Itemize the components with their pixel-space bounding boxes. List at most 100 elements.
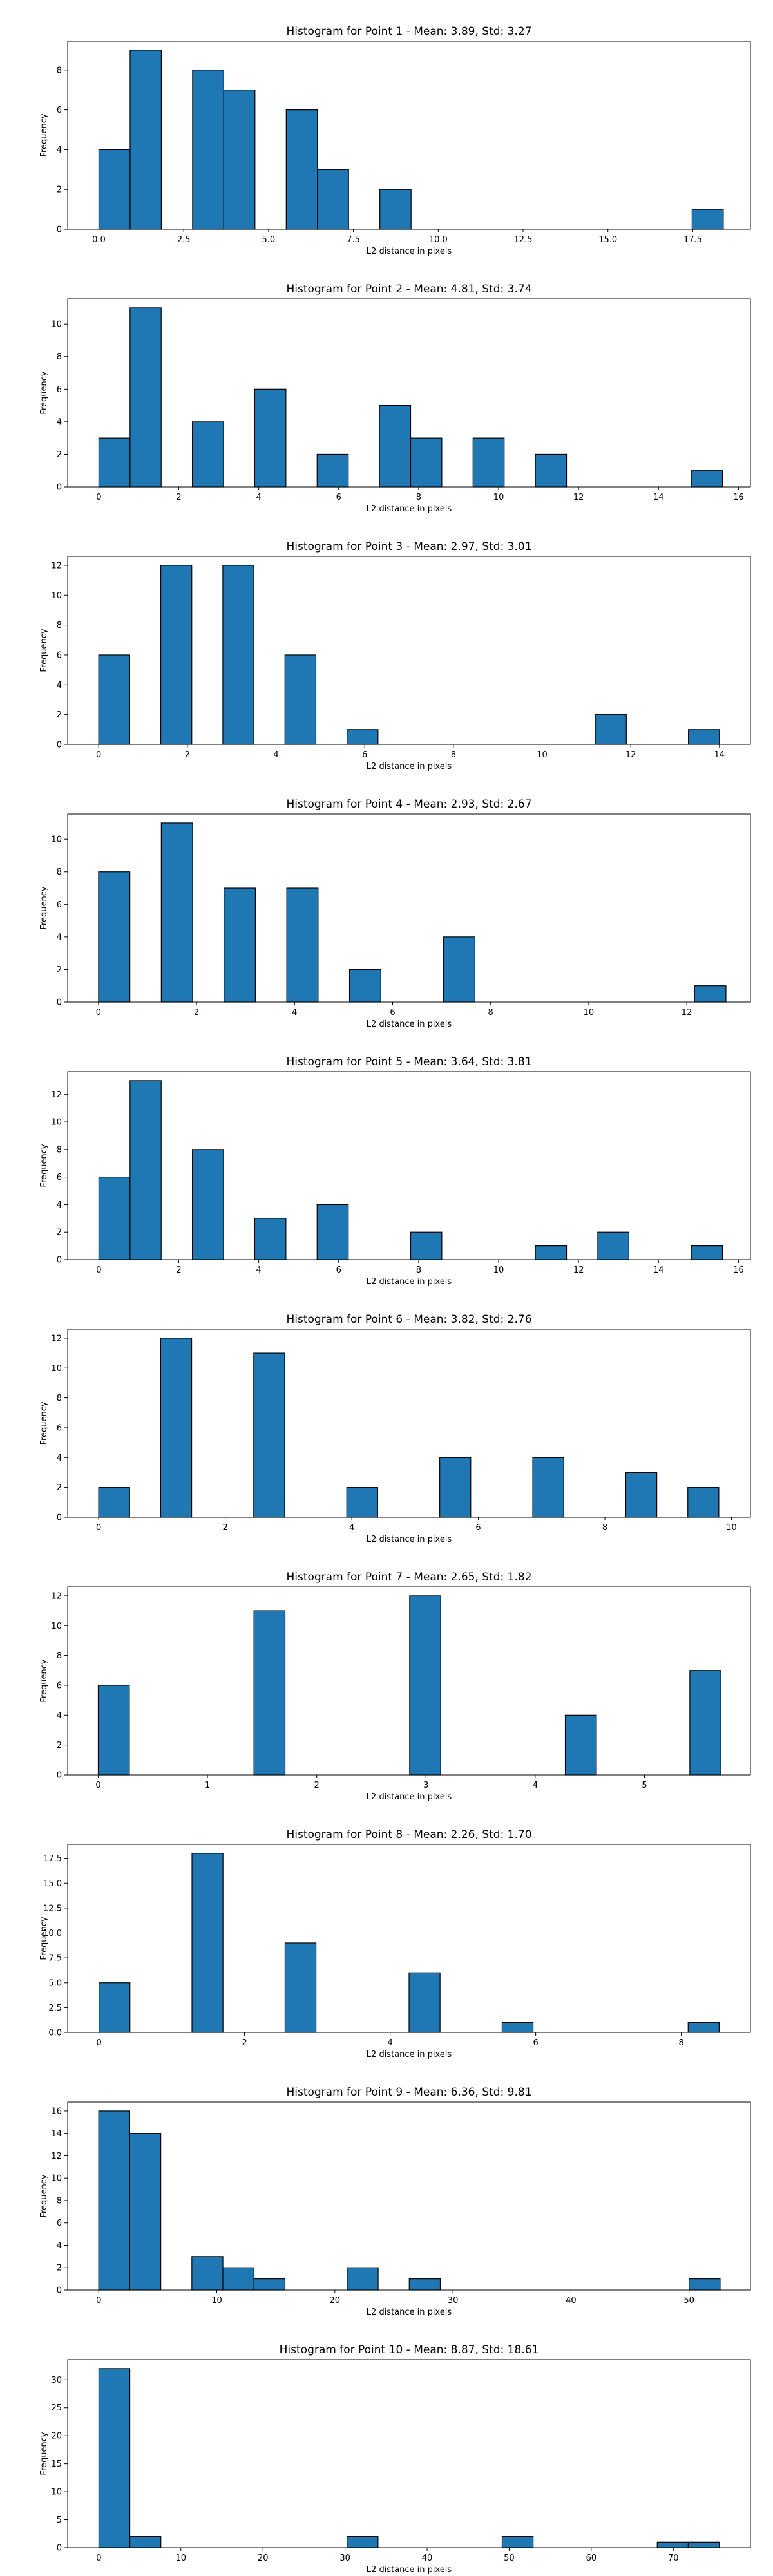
x-tick-label: 8	[416, 493, 421, 502]
x-tick-label: 0	[96, 2296, 101, 2306]
y-tick-label: 4	[57, 146, 62, 155]
x-axis-label: L2 distance in pixels	[367, 1277, 452, 1287]
y-tick-label: 10	[51, 1364, 62, 1374]
y-tick-label: 20	[51, 2432, 62, 2441]
y-tick-label: 10	[51, 1118, 62, 1128]
y-tick-label: 8	[57, 867, 62, 877]
x-tick-label: 2	[176, 493, 181, 502]
histogram-bar	[98, 871, 131, 1003]
histogram-panel-5: Histogram for Point 5 - Mean: 3.64, Std:…	[39, 1056, 751, 1287]
x-tick-label: 2	[176, 1265, 181, 1275]
histogram-bar	[222, 565, 254, 745]
x-tick-label: 6	[475, 1523, 481, 1533]
histogram-bar	[688, 729, 720, 745]
x-tick-label: 4	[256, 1265, 262, 1275]
histogram-bar	[408, 2278, 441, 2291]
x-tick-label: 6	[336, 493, 341, 502]
histogram-bar	[97, 1685, 130, 1776]
axes-frame	[67, 1586, 751, 1776]
histogram-bar	[160, 822, 193, 1003]
y-tick-label: 10	[51, 2488, 62, 2497]
x-tick-label: 5.0	[262, 235, 276, 245]
x-tick-label: 70	[668, 2553, 679, 2563]
x-tick-label: 2	[194, 1008, 199, 1018]
chart-title: Histogram for Point 9 - Mean: 6.36, Std:…	[286, 2086, 531, 2099]
x-tick-label: 10	[176, 2553, 187, 2563]
x-tick-label: 20	[258, 2553, 269, 2563]
y-tick-label: 10	[51, 1622, 62, 1631]
y-tick-label: 0	[57, 2544, 62, 2553]
x-tick-label: 2	[222, 1523, 227, 1533]
y-axis-label: Frequency	[39, 886, 49, 929]
y-tick-label: 6	[57, 650, 62, 660]
y-tick-label: 12	[51, 2152, 62, 2161]
axes-frame	[67, 2359, 751, 2548]
x-tick-label: 2.5	[177, 235, 191, 245]
chart-title: Histogram for Point 8 - Mean: 2.26, Std:…	[286, 1828, 531, 1841]
y-tick-label: 2	[57, 185, 62, 195]
x-axis-label: L2 distance in pixels	[367, 2050, 452, 2060]
histogram-bar	[253, 1352, 285, 1518]
x-tick-label: 14	[653, 493, 664, 502]
x-tick-label: 6	[362, 750, 367, 760]
x-axis-label: L2 distance in pixels	[367, 504, 452, 514]
y-tick-label: 6	[57, 2219, 62, 2228]
y-tick-label: 0	[57, 1513, 62, 1523]
histogram-bar	[253, 2278, 286, 2291]
x-axis-label: L2 distance in pixels	[367, 2565, 452, 2575]
chart-title: Histogram for Point 3 - Mean: 2.97, Std:…	[286, 540, 531, 553]
histogram-bar	[222, 2267, 254, 2291]
y-tick-label: 12	[51, 561, 62, 571]
axes-frame	[67, 41, 751, 230]
histogram-bar	[691, 209, 724, 230]
x-tick-label: 10	[537, 750, 548, 760]
x-tick-label: 40	[566, 2296, 577, 2306]
histogram-bar	[98, 2110, 131, 2291]
histogram-bar	[535, 1245, 568, 1260]
histogram-bar	[501, 2536, 534, 2548]
x-tick-label: 30	[339, 2553, 350, 2563]
histogram-panel-7: Histogram for Point 7 - Mean: 2.65, Std:…	[39, 1571, 751, 1802]
x-tick-label: 8	[416, 1265, 421, 1275]
x-axis-label: L2 distance in pixels	[367, 1019, 452, 1029]
chart-title: Histogram for Point 7 - Mean: 2.65, Std:…	[286, 1571, 531, 1584]
chart-title: Histogram for Point 6 - Mean: 3.82, Std:…	[286, 1313, 531, 1326]
histogram-bar	[625, 1472, 658, 1518]
y-tick-label: 4	[57, 1711, 62, 1721]
x-tick-label: 12	[573, 1265, 584, 1275]
y-tick-label: 15	[51, 2459, 62, 2469]
x-tick-label: 2	[314, 1781, 320, 1790]
x-tick-label: 10	[584, 1008, 595, 1018]
x-axis-label: L2 distance in pixels	[367, 2307, 452, 2317]
histogram-bar	[379, 404, 412, 488]
histogram-bar	[160, 1338, 193, 1518]
y-axis-label: Frequency	[39, 1917, 49, 1960]
y-tick-label: 8	[57, 2196, 62, 2206]
histogram-bar	[501, 2022, 534, 2033]
histogram-bar	[98, 149, 131, 230]
x-tick-label: 0	[96, 750, 101, 760]
histogram-bar	[689, 2278, 721, 2291]
y-tick-label: 2	[57, 965, 62, 975]
histogram-panel-9: Histogram for Point 9 - Mean: 6.36, Std:…	[39, 2086, 751, 2317]
y-tick-label: 8	[57, 1651, 62, 1661]
x-tick-label: 0	[96, 493, 101, 502]
histogram-bar	[224, 887, 256, 1003]
y-tick-label: 12	[51, 1591, 62, 1601]
histogram-bar	[98, 654, 130, 745]
histogram-bar	[129, 50, 162, 230]
x-tick-label: 12	[625, 750, 636, 760]
x-tick-label: 40	[422, 2553, 433, 2563]
y-tick-label: 6	[57, 1173, 62, 1182]
histogram-bar	[687, 2541, 720, 2548]
y-tick-label: 17.5	[43, 1854, 62, 1864]
y-tick-label: 30	[51, 2376, 62, 2385]
x-tick-label: 10.0	[429, 235, 448, 245]
histogram-bar	[317, 169, 349, 230]
histogram-bar	[379, 189, 412, 230]
y-tick-label: 6	[57, 106, 62, 115]
histogram-bar	[129, 2133, 162, 2291]
y-tick-label: 15.0	[43, 1879, 62, 1889]
histogram-bar	[98, 1177, 131, 1260]
y-tick-label: 8	[57, 1394, 62, 1403]
